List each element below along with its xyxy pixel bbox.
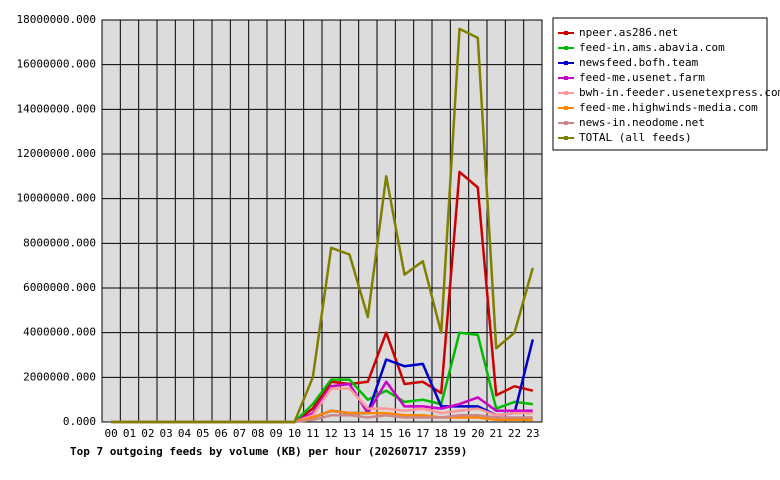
legend-marker	[564, 61, 568, 65]
legend-marker	[564, 46, 568, 50]
x-tick-label: 01	[123, 427, 136, 440]
legend-label: feed-in.ams.abavia.com	[579, 41, 725, 54]
y-tick-label: 4000000.000	[23, 326, 96, 339]
x-tick-label: 20	[471, 427, 484, 440]
x-tick-label: 14	[361, 427, 375, 440]
x-tick-label: 12	[325, 427, 338, 440]
legend-label: TOTAL (all feeds)	[579, 131, 692, 144]
legend-label: news-in.neodome.net	[579, 116, 705, 129]
y-tick-label: 18000000.000	[17, 13, 96, 26]
legend-marker	[564, 31, 568, 35]
chart-title: Top 7 outgoing feeds by volume (KB) per …	[70, 445, 467, 458]
x-tick-label: 00	[105, 427, 118, 440]
y-tick-label: 0.000	[63, 415, 96, 428]
x-tick-label: 02	[141, 427, 154, 440]
x-tick-label: 10	[288, 427, 301, 440]
y-tick-label: 8000000.000	[23, 236, 96, 249]
legend-label: feed-me.highwinds-media.com	[579, 101, 758, 114]
legend-label: bwh-in.feeder.usenetexpress.com	[579, 86, 780, 99]
legend-marker	[564, 76, 568, 80]
series-line	[111, 27, 535, 424]
x-tick-label: 13	[343, 427, 356, 440]
x-tick-label: 19	[453, 427, 466, 440]
y-tick-label: 6000000.000	[23, 281, 96, 294]
x-tick-label: 05	[196, 427, 209, 440]
x-tick-label: 15	[380, 427, 393, 440]
y-tick-label: 2000000.000	[23, 370, 96, 383]
y-tick-label: 16000000.000	[17, 58, 96, 71]
x-tick-label: 18	[435, 427, 448, 440]
legend-label: npeer.as286.net	[579, 26, 678, 39]
y-tick-label: 12000000.000	[17, 147, 96, 160]
x-tick-label: 08	[251, 427, 264, 440]
x-tick-label: 07	[233, 427, 246, 440]
x-tick-label: 23	[526, 427, 539, 440]
x-tick-label: 21	[490, 427, 503, 440]
y-tick-label: 14000000.000	[17, 102, 96, 115]
x-tick-label: 11	[306, 427, 319, 440]
x-tick-label: 22	[508, 427, 521, 440]
legend-marker	[564, 91, 568, 95]
legend-label: feed-me.usenet.farm	[579, 71, 705, 84]
y-tick-label: 10000000.000	[17, 192, 96, 205]
x-tick-label: 06	[215, 427, 228, 440]
legend-marker	[564, 136, 568, 140]
x-tick-label: 04	[178, 427, 192, 440]
legend-marker	[564, 121, 568, 125]
x-tick-label: 17	[416, 427, 429, 440]
legend-box	[552, 17, 768, 151]
x-tick-label: 03	[160, 427, 173, 440]
legend-marker	[564, 106, 568, 110]
x-tick-label: 09	[270, 427, 283, 440]
x-tick-label: 16	[398, 427, 411, 440]
legend-label: newsfeed.bofh.team	[579, 56, 699, 69]
